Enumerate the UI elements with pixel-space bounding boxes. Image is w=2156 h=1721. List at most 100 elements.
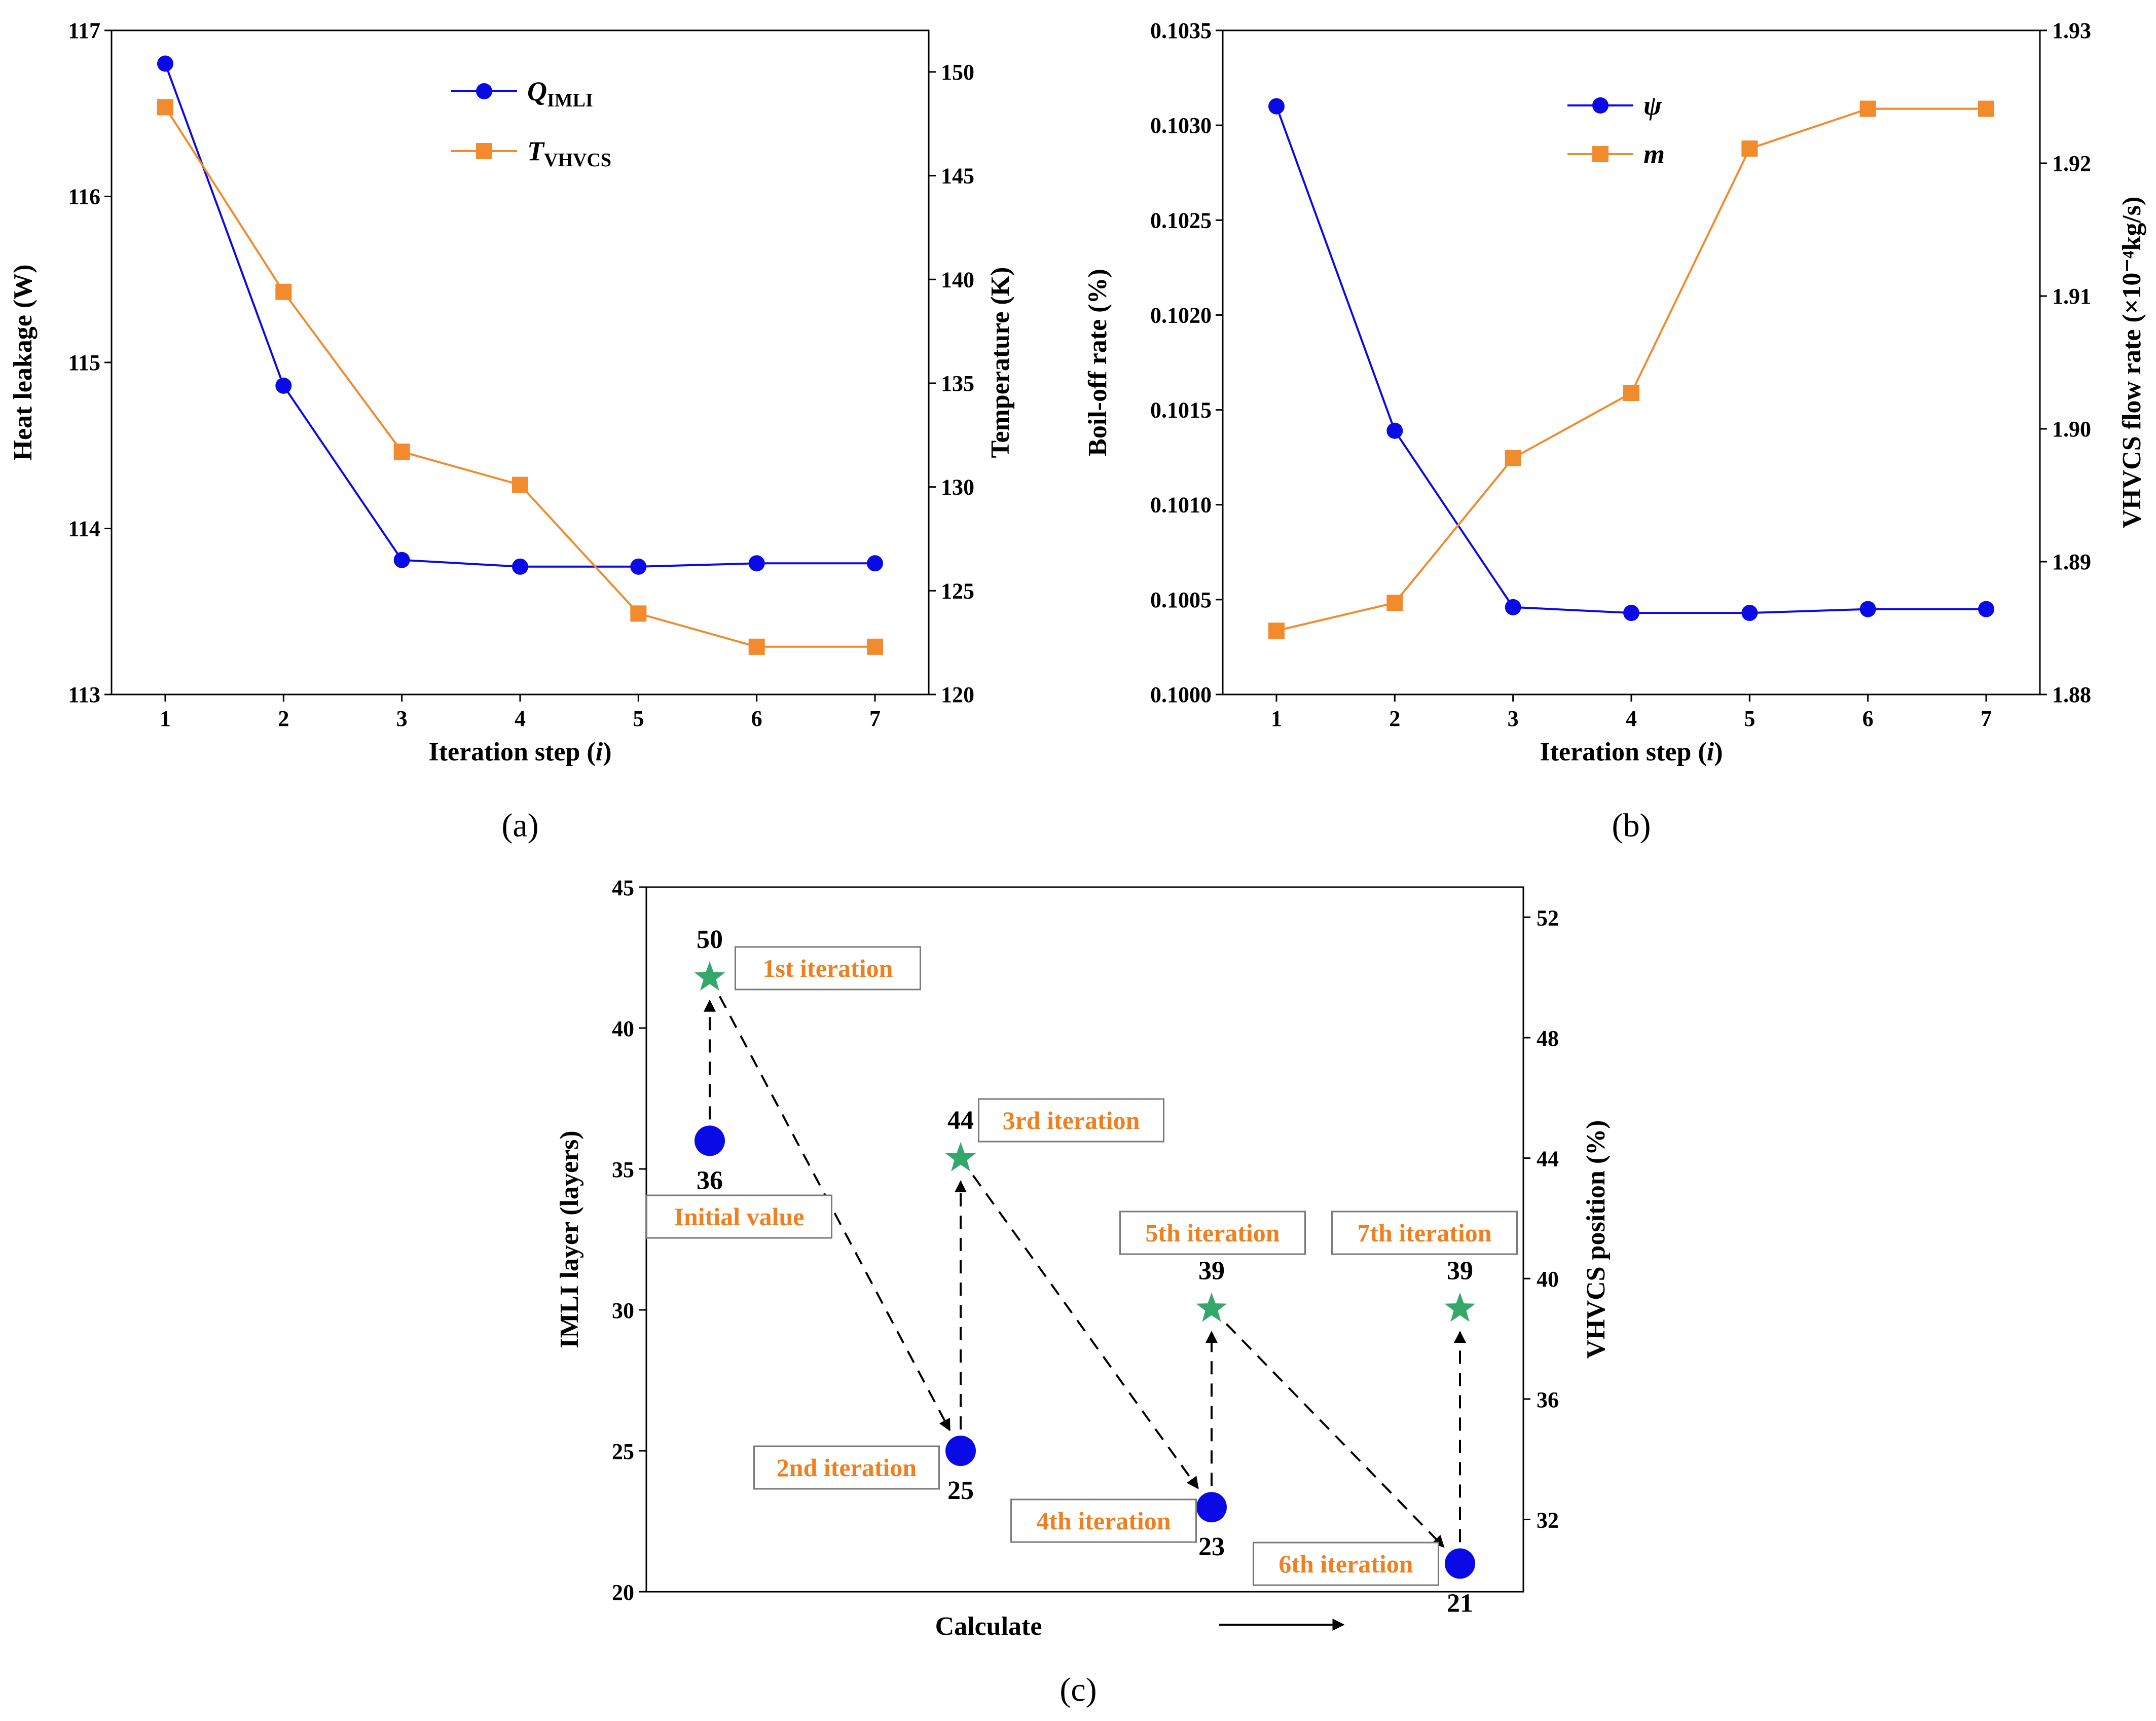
x-tick-label: 5 bbox=[1744, 706, 1755, 731]
x-tick-label: 6 bbox=[1862, 706, 1874, 731]
x-axis-title-var: i bbox=[596, 738, 603, 766]
y-axis-title: IMLI layer (layers) bbox=[555, 1130, 584, 1348]
data-point-circle bbox=[1623, 605, 1639, 621]
data-point-circle bbox=[1859, 601, 1876, 617]
x-tick-label: 3 bbox=[1508, 706, 1519, 731]
legend-label: m bbox=[1643, 139, 1665, 169]
y-tick-label: 0.1015 bbox=[1150, 398, 1212, 423]
y-tick-label: 0.1030 bbox=[1150, 113, 1212, 138]
plot-frame bbox=[1222, 29, 2041, 695]
y2-tick-label: 36 bbox=[1537, 1387, 1559, 1412]
y2-tick-label: 150 bbox=[941, 60, 974, 85]
y2-tick-label: 44 bbox=[1537, 1147, 1559, 1171]
x-axis-title-var: i bbox=[1707, 738, 1714, 766]
plot-frame bbox=[111, 29, 930, 695]
data-point-circle bbox=[867, 555, 883, 572]
data-point-square bbox=[1978, 100, 1994, 117]
y-tick-label: 20 bbox=[612, 1580, 634, 1605]
legend-symbol: m bbox=[1643, 139, 1665, 169]
data-point-square bbox=[1623, 385, 1639, 401]
y-tick-label: 25 bbox=[612, 1439, 634, 1464]
iteration-label: 1st iteration bbox=[763, 954, 893, 982]
iteration-label: 6th iteration bbox=[1278, 1550, 1413, 1578]
series-line-secondary bbox=[1276, 107, 1986, 632]
data-point-square bbox=[275, 283, 292, 300]
data-point-square bbox=[630, 605, 647, 622]
data-label: 36 bbox=[697, 1166, 723, 1195]
data-point-star bbox=[694, 961, 725, 991]
x-tick-label: 6 bbox=[751, 706, 762, 731]
y-tick-label: 116 bbox=[68, 185, 100, 209]
data-point-circle bbox=[1978, 601, 1994, 617]
data-label: 23 bbox=[1198, 1532, 1225, 1561]
data-point-circle bbox=[393, 552, 410, 568]
iteration-box bbox=[753, 1445, 940, 1490]
x-axis-title: Iteration step (i) bbox=[428, 738, 611, 766]
legend-symbol: Q bbox=[527, 76, 547, 106]
y2-tick-label: 125 bbox=[941, 578, 974, 603]
data-point-circle bbox=[1386, 422, 1403, 439]
y2-tick-label: 1.90 bbox=[2052, 417, 2091, 442]
data-point-circle bbox=[1741, 605, 1758, 621]
iteration-arrow bbox=[972, 1175, 1199, 1489]
legend-symbol: T bbox=[527, 136, 545, 166]
legend-subscript: VHVCS bbox=[544, 150, 611, 171]
data-label: 44 bbox=[947, 1106, 974, 1135]
y2-tick-label: 52 bbox=[1537, 905, 1559, 930]
data-point-star bbox=[1196, 1292, 1227, 1322]
y-axis-title: Boil-off rate (%) bbox=[1083, 269, 1112, 456]
data-point-circle bbox=[945, 1436, 976, 1466]
legend-marker-circle bbox=[1592, 97, 1609, 114]
panel-caption: (a) bbox=[501, 807, 538, 844]
panel-b: 1 2 3 4 5 6 7 0.1000 0.1005 0.1010 0.1015 0.1020 0.1… bbox=[1083, 18, 2146, 844]
iteration-label: 4th iteration bbox=[1036, 1507, 1171, 1535]
x-tick-label: 7 bbox=[1981, 706, 1992, 731]
data-point-circle bbox=[630, 558, 647, 575]
iteration-box bbox=[646, 1194, 832, 1239]
iteration-box bbox=[1010, 1498, 1197, 1543]
panel-caption: (c) bbox=[1059, 1671, 1097, 1708]
y2-tick-label: 135 bbox=[941, 371, 974, 396]
data-point-circle bbox=[157, 55, 173, 72]
x-tick-label: 3 bbox=[396, 706, 408, 731]
y2-tick-label: 40 bbox=[1537, 1267, 1559, 1292]
y-tick-label: 113 bbox=[68, 682, 100, 707]
data-point-square bbox=[512, 477, 528, 493]
panel-a: 1 2 3 4 5 6 7 113 114 115 116 117 120 125 130 135 140 145… bbox=[9, 18, 1015, 844]
panel-caption: (b) bbox=[1612, 807, 1651, 844]
iteration-arrow bbox=[1225, 1323, 1445, 1548]
series-line-primary bbox=[1275, 106, 1986, 614]
data-point-circle bbox=[1505, 599, 1521, 615]
data-point-circle bbox=[512, 558, 528, 575]
y-axis-title: Heat leakage (W) bbox=[9, 264, 38, 460]
legend-label: QIMLI bbox=[527, 76, 593, 111]
y-tick-label: 114 bbox=[68, 517, 100, 541]
data-point-square bbox=[157, 99, 173, 116]
data-label: 25 bbox=[947, 1476, 974, 1505]
data-label: 39 bbox=[1447, 1257, 1473, 1286]
y-tick-label: 0.1010 bbox=[1150, 493, 1212, 518]
x-tick-label: 1 bbox=[1271, 706, 1282, 731]
iteration-label: 7th iteration bbox=[1357, 1219, 1491, 1247]
y2-tick-label: 145 bbox=[941, 164, 974, 189]
y-tick-label: 45 bbox=[612, 875, 634, 900]
data-point-circle bbox=[275, 377, 292, 394]
iteration-box bbox=[735, 946, 921, 991]
data-point-circle bbox=[1196, 1492, 1227, 1523]
iteration-box bbox=[978, 1098, 1164, 1143]
iteration-box bbox=[1119, 1211, 1306, 1255]
y2-tick-label: 1.88 bbox=[2052, 682, 2091, 707]
legend-marker-square bbox=[1592, 146, 1609, 162]
x-tick-label: 2 bbox=[278, 706, 289, 731]
y2-tick-label: 48 bbox=[1537, 1026, 1559, 1051]
data-point-square bbox=[1859, 100, 1876, 117]
y-tick-label: 115 bbox=[68, 350, 100, 375]
y2-axis-title: Temperature (K) bbox=[986, 267, 1015, 458]
y-tick-label: 0.1000 bbox=[1150, 682, 1212, 707]
data-point-circle bbox=[1445, 1548, 1475, 1579]
data-point-circle bbox=[748, 555, 765, 572]
iteration-box bbox=[1331, 1211, 1518, 1255]
y-tick-label: 117 bbox=[68, 18, 100, 43]
data-point-circle bbox=[695, 1125, 725, 1156]
